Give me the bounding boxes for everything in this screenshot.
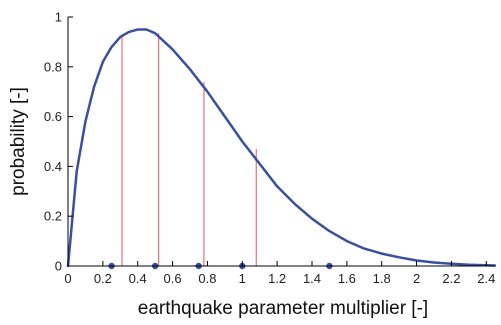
x-tick-label: 1.8 (373, 271, 391, 286)
series-line (66, 28, 497, 268)
x-ticks: 0 0.2 0.4 0.6 0.8 1 1.2 1.4 1.6 1.8 2 2.2 2.4 (64, 261, 495, 286)
y-axis-label: probability [-] (8, 87, 29, 196)
y-tick-label: 0.2 (44, 209, 62, 224)
y-tick-label: 1 (55, 10, 62, 25)
x-tick-label: 0.2 (94, 271, 112, 286)
y-ticks: 0 0.2 0.4 0.6 0.8 1 (44, 10, 73, 274)
x-tick-label: 2.4 (477, 271, 495, 286)
x-axis-label: earthquake parameter multiplier [-] (138, 298, 428, 319)
x-tick-label: 2.2 (442, 271, 460, 286)
x-tick-label: 2 (413, 271, 420, 286)
y-tick-label: 0 (55, 259, 62, 274)
x-tick-label: 1.2 (268, 271, 286, 286)
x-tick-label: 0.4 (129, 271, 147, 286)
x-tick-label: 0.6 (164, 271, 182, 286)
y-tick-label: 0.6 (44, 109, 62, 124)
plot-area (66, 28, 497, 270)
x-tick-label: 0.8 (198, 271, 216, 286)
x-tick-label: 1.6 (338, 271, 356, 286)
x-tick-label: 1.4 (303, 271, 321, 286)
y-tick-label: 0.4 (44, 159, 62, 174)
y-tick-label: 0.8 (44, 59, 62, 74)
x-tick-label: 0 (64, 271, 71, 286)
x-tick-label: 1 (239, 271, 246, 286)
